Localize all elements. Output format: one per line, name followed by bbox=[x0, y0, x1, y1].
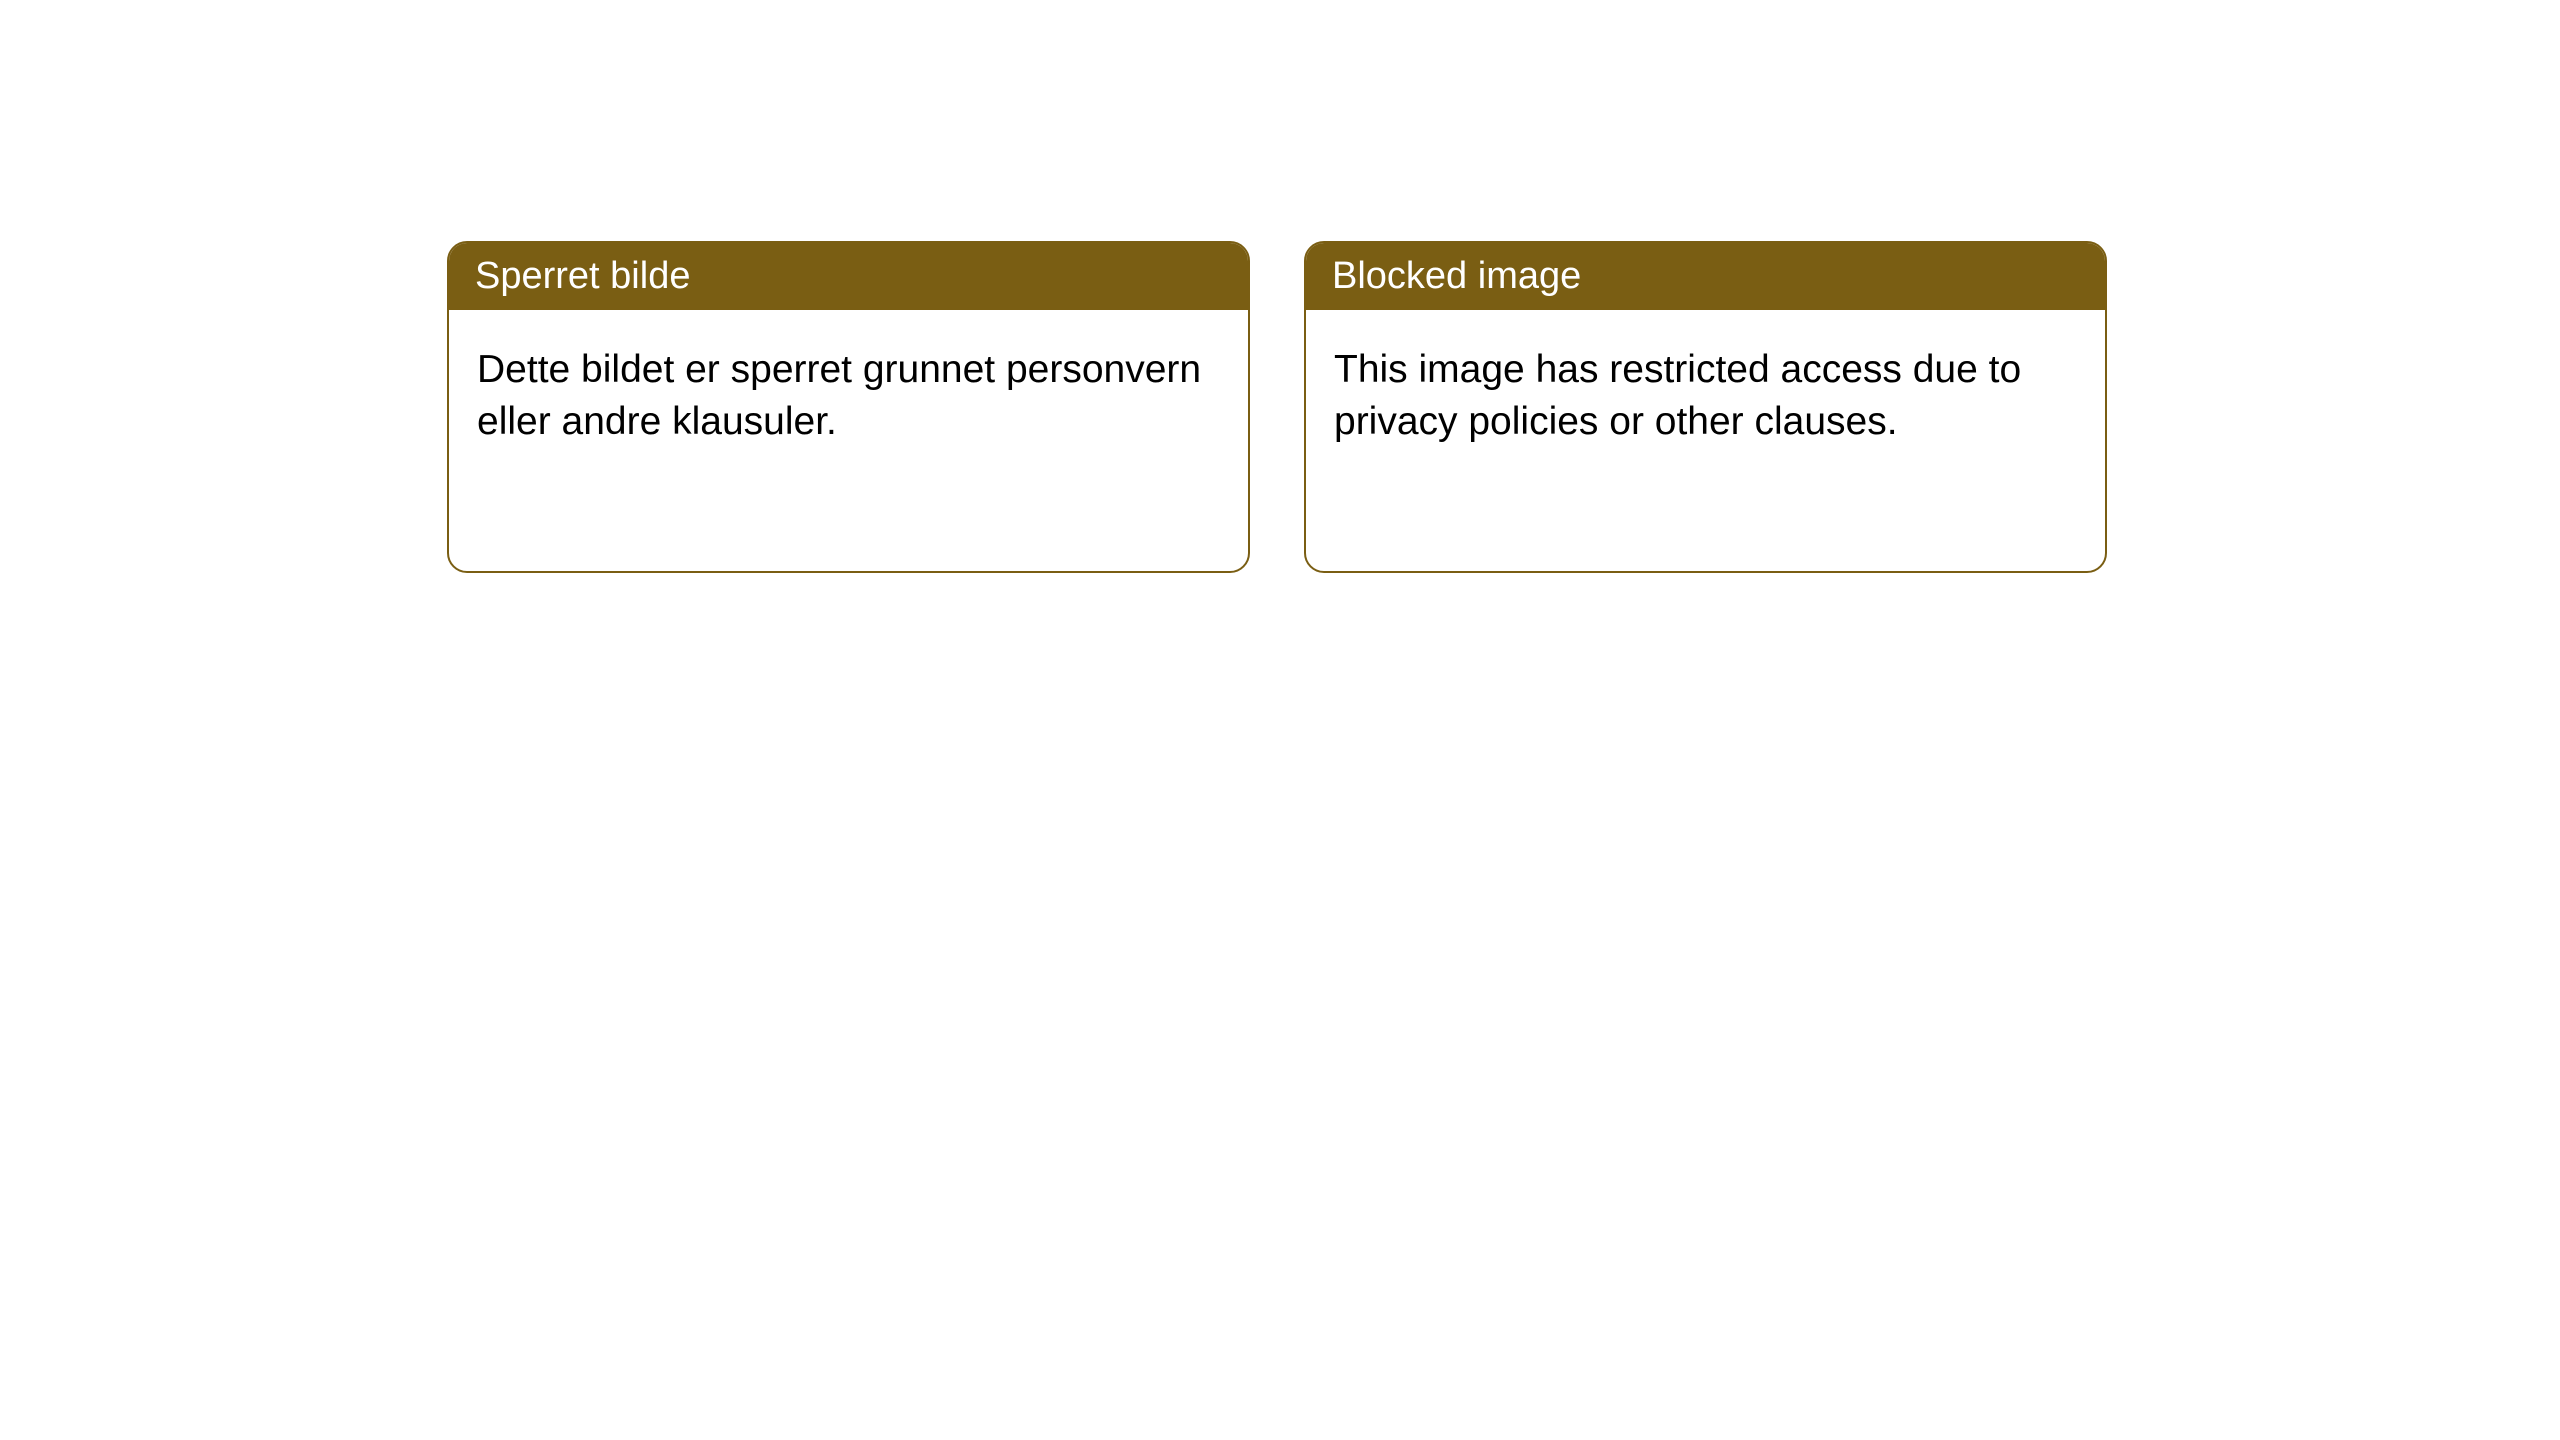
notice-card-title-en: Blocked image bbox=[1332, 255, 1581, 297]
notice-card-header-en: Blocked image bbox=[1306, 243, 2105, 310]
notice-card-title-no: Sperret bilde bbox=[475, 255, 690, 297]
notice-card-body-no: Dette bildet er sperret grunnet personve… bbox=[449, 310, 1248, 482]
notice-card-body-en: This image has restricted access due to … bbox=[1306, 310, 2105, 482]
notice-card-header-no: Sperret bilde bbox=[449, 243, 1248, 310]
notice-card-no: Sperret bilde Dette bildet er sperret gr… bbox=[447, 241, 1250, 573]
notice-card-en: Blocked image This image has restricted … bbox=[1304, 241, 2107, 573]
notice-card-text-en: This image has restricted access due to … bbox=[1334, 348, 2021, 443]
notice-card-row: Sperret bilde Dette bildet er sperret gr… bbox=[0, 0, 2560, 573]
notice-card-text-no: Dette bildet er sperret grunnet personve… bbox=[477, 348, 1201, 443]
